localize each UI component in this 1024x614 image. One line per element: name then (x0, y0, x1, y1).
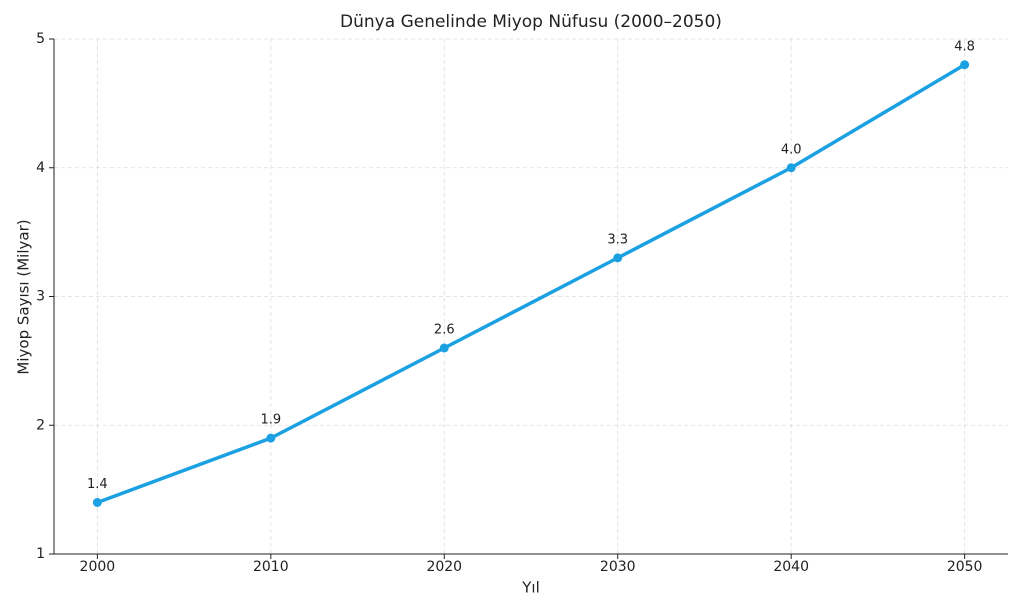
x-tick-label: 2040 (773, 559, 809, 575)
chart-title: Dünya Genelinde Miyop Nüfusu (2000–2050) (340, 12, 722, 32)
point (439, 343, 449, 353)
value-label: 1.4 (87, 477, 108, 492)
y-tick-label: 1 (36, 546, 45, 562)
point (92, 498, 102, 507)
y-tick-label: 2 (36, 417, 45, 433)
x-tick-label: 2050 (947, 559, 983, 575)
x-tick-label: 2030 (600, 559, 636, 575)
value-label: 2.6 (434, 323, 455, 338)
value-label: 3.3 (607, 232, 628, 247)
point (960, 60, 970, 70)
y-axis-label: Miyop Sayısı (Milyar) (15, 219, 33, 374)
point (613, 253, 623, 263)
x-tick-label: 2010 (253, 559, 289, 575)
value-label: 1.9 (260, 413, 281, 428)
y-tick-label: 3 (36, 289, 45, 305)
y-tick-label: 4 (36, 160, 45, 176)
point (786, 163, 796, 173)
x-axis-label: Yıl (521, 579, 540, 597)
y-tick-label: 5 (36, 31, 45, 47)
x-tick-label: 2020 (426, 559, 462, 575)
x-tick-label: 2000 (80, 559, 116, 575)
line (96, 63, 966, 505)
point (266, 433, 276, 443)
value-label: 4.0 (781, 142, 802, 157)
value-label: 4.8 (954, 39, 975, 54)
